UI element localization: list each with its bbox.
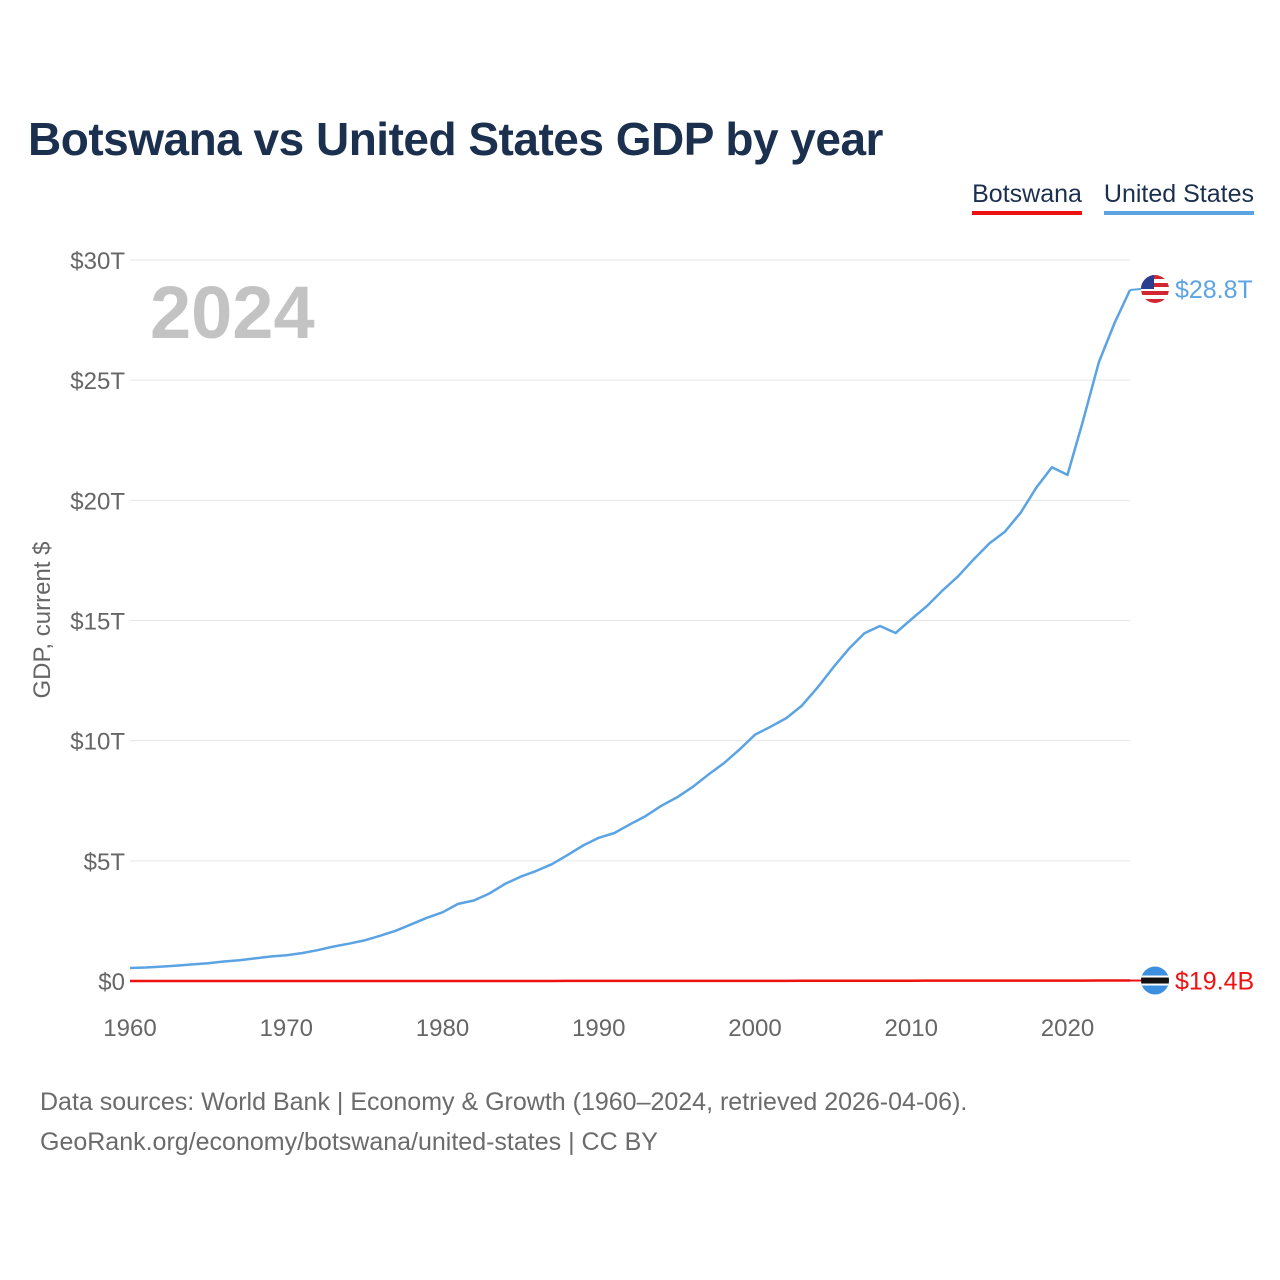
- end-value-label-botswana: $19.4B: [1175, 968, 1254, 996]
- botswana-flag-icon: [1141, 966, 1169, 995]
- x-tick-label: 2000: [728, 1015, 781, 1042]
- x-tick-label: 1980: [416, 1015, 469, 1042]
- legend: Botswana United States: [972, 180, 1254, 215]
- end-value-label-united-states: $28.8T: [1175, 276, 1253, 304]
- source-url-license[interactable]: GeoRank.org/economy/botswana/united-stat…: [40, 1128, 658, 1156]
- footer: Data sources: World Bank | Economy & Gro…: [40, 1082, 967, 1162]
- y-tick-label: $10T: [70, 729, 125, 756]
- y-tick-label: $20T: [70, 488, 125, 515]
- series-line-united-states: [129, 289, 1132, 970]
- y-axis-label: GDP, current $: [29, 542, 56, 699]
- year-watermark: 2024: [150, 271, 315, 354]
- y-tick-label: $25T: [70, 368, 125, 395]
- legend-item-botswana[interactable]: Botswana: [972, 180, 1082, 215]
- series-line-botswana: [130, 979, 1130, 983]
- y-tick-label: $30T: [70, 248, 125, 275]
- y-tick-label: $5T: [84, 849, 126, 876]
- y-tick-label: $15T: [70, 609, 125, 636]
- x-tick-label: 2020: [1041, 1015, 1094, 1042]
- x-tick-label: 2010: [885, 1015, 938, 1042]
- legend-item-united-states[interactable]: United States: [1103, 180, 1254, 215]
- end-connector-united-states: [1129, 288, 1142, 292]
- us-flag-icon: [1141, 275, 1169, 303]
- y-tick-label: $0: [98, 969, 125, 996]
- x-tick-label: 1970: [260, 1015, 313, 1042]
- x-tick-label: 1960: [103, 1015, 156, 1042]
- x-tick-label: 1990: [572, 1015, 625, 1042]
- data-source-note: Data sources: World Bank | Economy & Gro…: [40, 1088, 968, 1116]
- chart-title: Botswana vs United States GDP by year: [28, 113, 883, 165]
